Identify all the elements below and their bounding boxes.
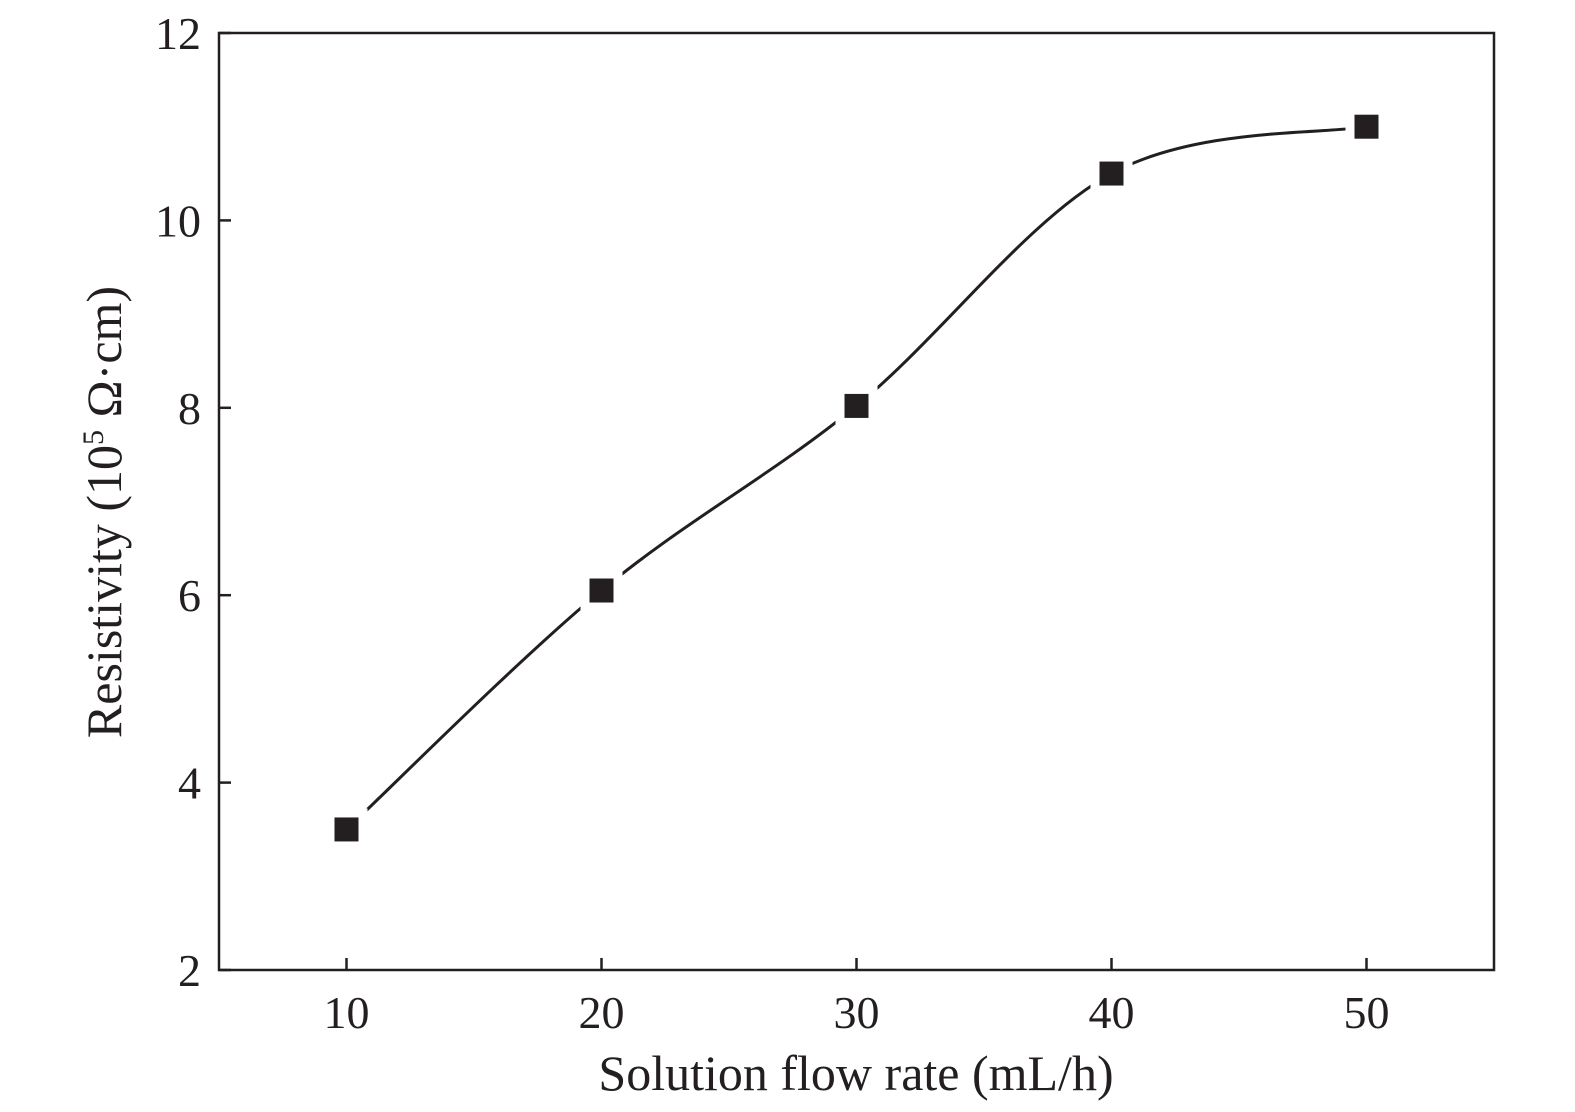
- data-point-marker: [1354, 114, 1379, 139]
- y-axis-title-superscript: 5: [77, 430, 110, 445]
- y-tick-label: 12: [155, 8, 201, 59]
- tick-labels: 10 20 30 40 50 2 4 6 8 10 12: [155, 8, 1390, 1038]
- fit-curve: [345, 125, 1367, 831]
- x-tick-label: 30: [834, 987, 880, 1038]
- data-point-marker: [334, 817, 359, 842]
- x-axis-title: Solution flow rate (mL/h): [598, 1045, 1113, 1101]
- plot-frame: [217, 31, 1496, 972]
- y-tick-label: 2: [178, 945, 201, 996]
- data-point: [325, 808, 368, 851]
- y-axis-title-prefix: Resistivity (10: [76, 445, 132, 738]
- x-tick-label: 10: [324, 987, 370, 1038]
- data-point-marker: [844, 393, 869, 418]
- y-tick-label: 8: [178, 383, 201, 434]
- data-point: [580, 569, 623, 612]
- x-tick-label: 50: [1344, 987, 1390, 1038]
- data-point: [1090, 152, 1133, 195]
- data-point-marker: [1099, 161, 1124, 186]
- data-markers: [325, 105, 1388, 851]
- data-point: [835, 384, 878, 427]
- y-tick-label: 10: [155, 195, 201, 246]
- y-axis-title: Resistivity (105 Ω·cm): [76, 286, 132, 738]
- data-point-marker: [589, 578, 614, 603]
- x-tick-label: 40: [1089, 987, 1135, 1038]
- y-tick-label: 4: [178, 758, 201, 809]
- data-point: [1345, 105, 1388, 148]
- y-tick-label: 6: [178, 570, 201, 621]
- axis-ticks: [219, 31, 1368, 972]
- x-tick-label: 20: [579, 987, 625, 1038]
- y-axis-title-unit: Ω·cm): [76, 286, 132, 430]
